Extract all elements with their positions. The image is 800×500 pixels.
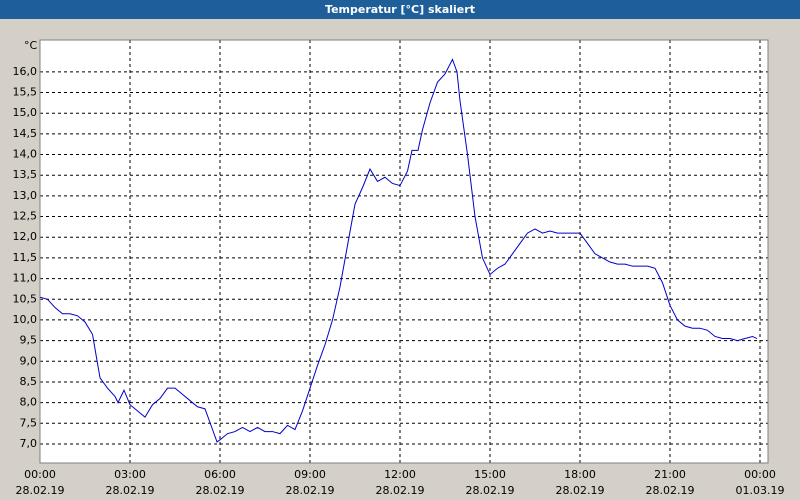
y-tick-label: 14,0	[13, 148, 38, 161]
y-tick-label: 10,5	[13, 292, 38, 305]
x-tick-date: 28.02.19	[196, 484, 245, 497]
x-tick-date: 28.02.19	[16, 484, 65, 497]
data-line	[39, 58, 758, 443]
y-tick-label: 7,0	[20, 437, 38, 450]
plot-area	[40, 40, 768, 463]
title-bar	[0, 0, 800, 19]
x-tick-label: 18:00	[564, 468, 596, 481]
x-tick-label: 00:00	[24, 468, 56, 481]
x-tick-label: 15:00	[474, 468, 506, 481]
y-tick-label: 8,5	[20, 375, 38, 388]
y-tick-label: 13,5	[13, 168, 38, 181]
y-tick-label: 15,0	[13, 106, 38, 119]
x-tick-label: 09:00	[294, 468, 326, 481]
x-tick-label: 06:00	[204, 468, 236, 481]
x-tick-date: 28.02.19	[376, 484, 425, 497]
x-tick-date: 28.02.19	[286, 484, 335, 497]
y-tick-label: 14,5	[13, 127, 38, 140]
y-tick-label: 7,5	[20, 416, 38, 429]
y-tick-label: 9,5	[20, 334, 38, 347]
x-tick-date: 28.02.19	[646, 484, 695, 497]
y-tick-label: 12,5	[13, 210, 38, 223]
x-tick-label: 00:00	[744, 468, 776, 481]
x-tick-date: 01.03.19	[736, 484, 785, 497]
y-tick-label: 11,0	[13, 272, 38, 285]
x-tick-label: 03:00	[114, 468, 146, 481]
x-tick-date: 28.02.19	[106, 484, 155, 497]
chart-title: Temperatur [°C] skaliert	[325, 3, 475, 16]
x-tick-date: 28.02.19	[556, 484, 605, 497]
y-tick-label: 16,0	[13, 65, 38, 78]
y-tick-label: 8,0	[20, 396, 38, 409]
x-tick-label: 12:00	[384, 468, 416, 481]
y-tick-label: 9,0	[20, 354, 38, 367]
y-unit: °C	[24, 39, 38, 52]
y-tick-label: 12,0	[13, 230, 38, 243]
y-tick-label: 10,0	[13, 313, 38, 326]
y-tick-label: 15,5	[13, 86, 38, 99]
x-tick-date: 28.02.19	[466, 484, 515, 497]
plot-border	[39, 39, 769, 464]
y-tick-label: 13,0	[13, 189, 38, 202]
x-tick-label: 21:00	[654, 468, 686, 481]
y-tick-label: 11,5	[13, 251, 38, 264]
